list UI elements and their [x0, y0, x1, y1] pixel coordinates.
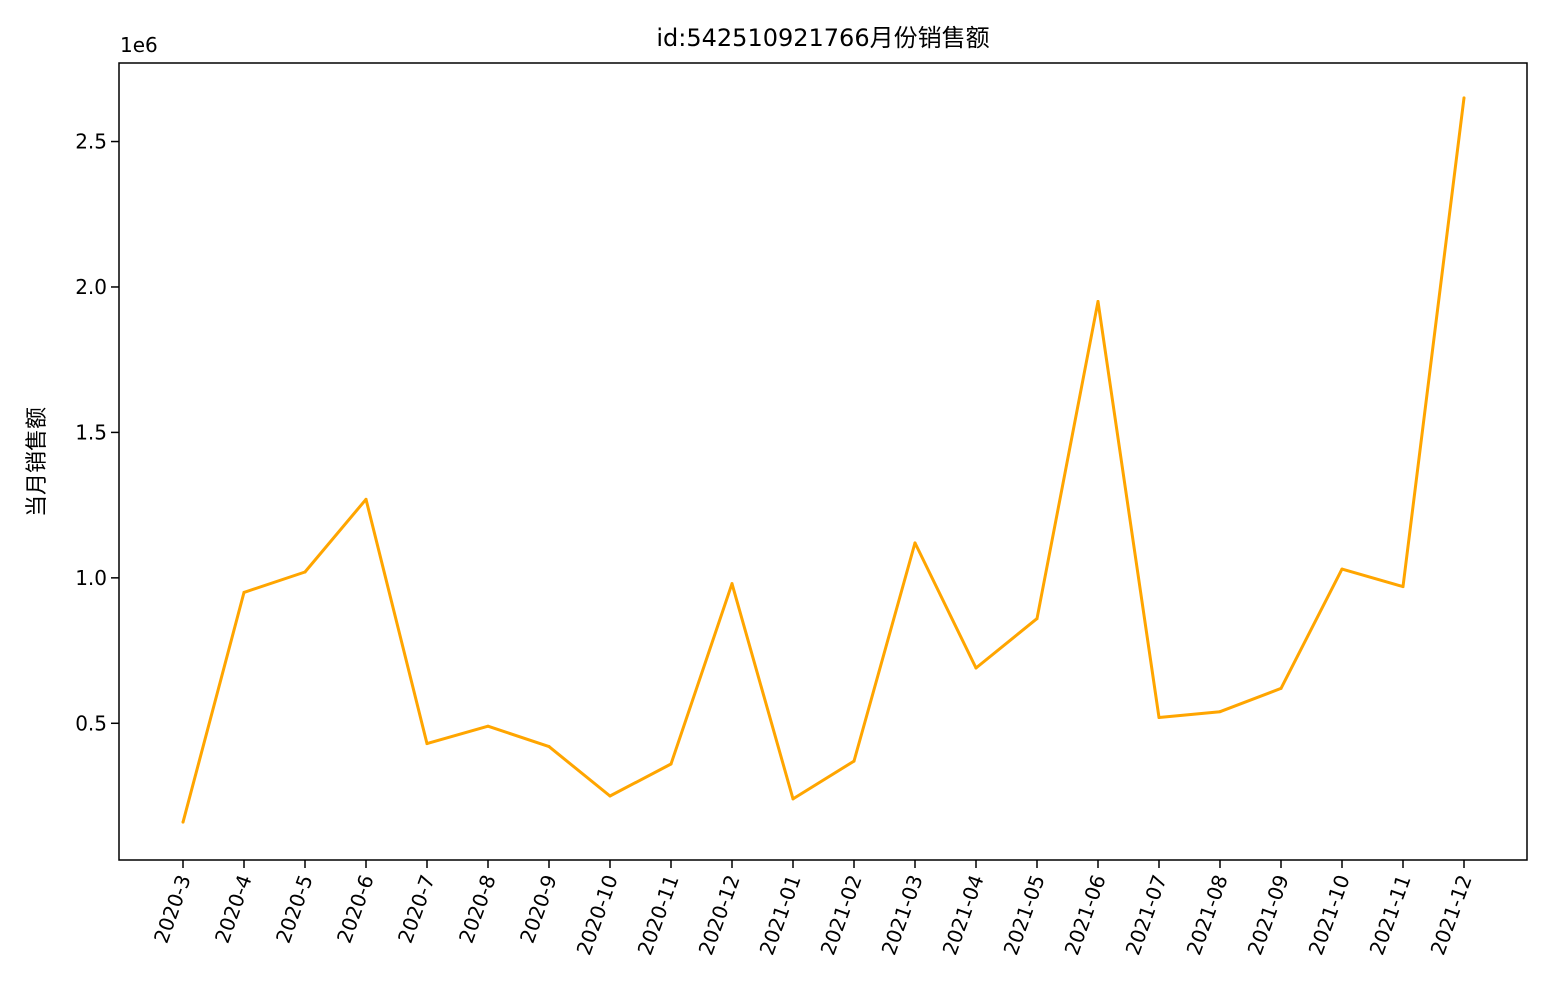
x-tick-label: 2020-7	[393, 872, 440, 947]
data-point	[1035, 617, 1039, 621]
x-tick-label: 2020-8	[454, 872, 501, 947]
y-tick-label: 1.0	[75, 566, 107, 590]
plot-area: 0.5 1.0 1.5 2.0 2.5 2020-3 2020-4 2020-5 2020-6 2…	[75, 96, 1477, 958]
x-tick-label: 2021-08	[1182, 872, 1233, 959]
data-point	[974, 666, 978, 670]
data-point	[242, 590, 246, 594]
data-point	[1218, 710, 1222, 714]
y-tick-label: 2.0	[75, 275, 107, 299]
data-point	[1279, 686, 1283, 690]
data-point	[608, 794, 612, 798]
x-tick-label: 2021-07	[1121, 872, 1172, 959]
y-offset-label: 1e6	[120, 33, 158, 57]
x-tick-label: 2021-10	[1304, 872, 1355, 959]
y-tick-label: 0.5	[75, 711, 107, 735]
x-tick-label: 2020-6	[332, 872, 379, 947]
x-tick-label: 2020-3	[149, 872, 196, 947]
x-tick-label: 2020-4	[210, 872, 257, 947]
x-tick-label: 2021-01	[755, 872, 806, 959]
data-point	[1340, 567, 1344, 571]
x-tick-label: 2021-12	[1426, 872, 1477, 959]
y-tick-label: 1.5	[75, 420, 107, 444]
x-tick-label: 2020-5	[271, 872, 318, 947]
data-point	[303, 570, 307, 574]
x-tick-label: 2020-9	[515, 872, 562, 947]
data-point	[852, 759, 856, 763]
series-line	[181, 97, 1466, 823]
x-tick-label: 2020-10	[572, 872, 623, 959]
plot-frame	[118, 62, 1528, 861]
x-tick-label: 2021-04	[938, 872, 989, 959]
data-point	[1462, 96, 1466, 100]
x-tick-label: 2021-11	[1365, 872, 1416, 959]
data-point	[1157, 715, 1161, 719]
x-tick-label: 2020-12	[694, 872, 745, 959]
x-tick-label: 2021-02	[816, 872, 867, 959]
x-tick-label: 2020-11	[633, 872, 684, 959]
y-tick-label: 2.5	[75, 130, 107, 154]
data-point	[425, 742, 429, 746]
x-tick-label: 2021-05	[999, 872, 1050, 959]
y-axis-label: 当月销售额	[25, 407, 50, 517]
data-point	[547, 745, 551, 749]
data-point	[181, 820, 185, 824]
data-point	[1096, 300, 1100, 304]
data-point	[913, 541, 917, 545]
data-point	[1401, 585, 1405, 589]
data-point	[669, 762, 673, 766]
data-point	[730, 582, 734, 586]
data-point	[791, 797, 795, 801]
data-point	[486, 724, 490, 728]
x-tick-label: 2021-03	[877, 872, 928, 959]
chart-title: id:542510921766月份销售额	[656, 24, 989, 52]
data-point	[364, 497, 368, 501]
x-tick-label: 2021-06	[1060, 872, 1111, 959]
x-tick-label: 2021-09	[1243, 872, 1294, 959]
